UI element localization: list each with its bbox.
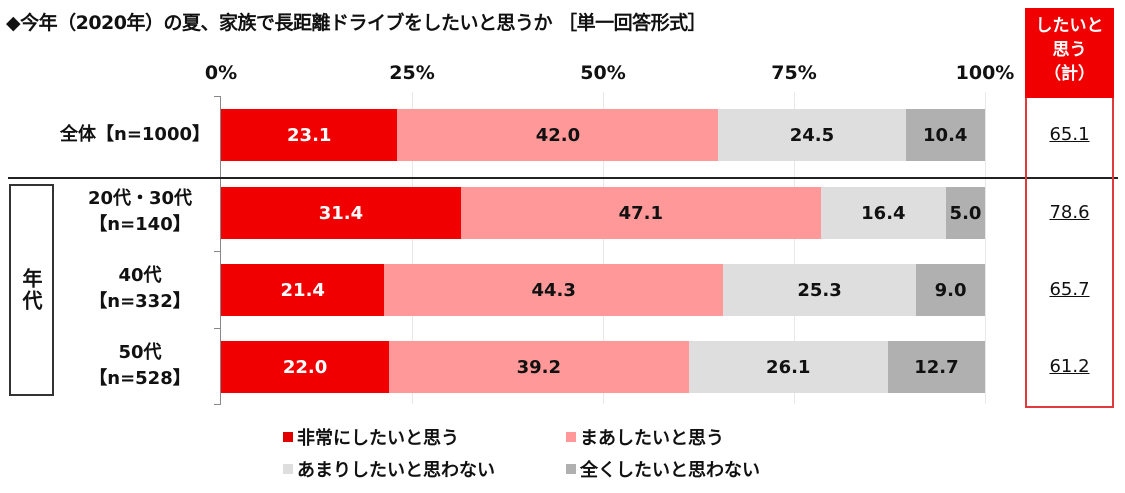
legend-item-very: 非常にしたいと思う: [283, 424, 459, 450]
total-header-line3: （計）: [1044, 64, 1095, 84]
total-value-40s: 65.7: [1049, 279, 1090, 300]
bar-segment-very: 23.1: [221, 109, 398, 161]
y-axis-tick: [214, 328, 221, 329]
row-label-20s30s: 20代・30代 【n=140】: [70, 186, 210, 238]
x-tick-25: 25%: [389, 62, 435, 84]
bar-segment-very: 21.4: [221, 264, 385, 316]
y-axis-line: [220, 96, 221, 404]
total-value-all: 65.1: [1049, 124, 1090, 145]
bar-segment-not-much: 24.5: [718, 109, 906, 161]
y-axis-tick: [214, 251, 221, 252]
legend-item-not-much: あまりしたいと思わない: [283, 456, 495, 482]
bar-segment-not-at-all: 9.0: [916, 264, 985, 316]
bar-row-total: 23.1 42.0 24.5 10.4: [221, 109, 985, 161]
bar-row-20s30s: 31.4 47.1 16.4 5.0: [221, 187, 985, 239]
legend-label: あまりしたいと思わない: [297, 460, 495, 481]
bar-segment-very: 31.4: [221, 187, 461, 239]
chart-title: ◆今年（2020年）の夏、家族で長距離ドライブをしたいと思うか ［単一回答形式］: [6, 12, 707, 34]
bar-segment-somewhat: 47.1: [460, 187, 821, 239]
x-tick-0: 0%: [204, 62, 238, 84]
row-label-line2: 【n=140】: [89, 214, 191, 235]
bar-segment-somewhat: 42.0: [397, 109, 719, 161]
gridline-75: [794, 92, 795, 404]
legend-swatch-icon: [566, 464, 576, 474]
bar-segment-not-at-all: 12.7: [887, 341, 985, 393]
legend-label: 全くしたいと思わない: [580, 460, 760, 481]
row-label-line2: 【n=332】: [89, 291, 191, 312]
bar-segment-not-much: 16.4: [820, 187, 947, 239]
legend-swatch-icon: [283, 464, 293, 474]
row-label-50s: 50代 【n=528】: [70, 340, 210, 392]
legend-item-not-at-all: 全くしたいと思わない: [566, 456, 760, 482]
bar-segment-somewhat: 44.3: [384, 264, 723, 316]
bar-segment-not-at-all: 10.4: [905, 109, 985, 161]
legend-label: 非常にしたいと思う: [297, 428, 459, 449]
gridline-50: [603, 92, 604, 404]
group-label-age: 年代: [9, 184, 54, 396]
total-value-20s30s: 78.6: [1049, 202, 1090, 223]
bar-segment-not-much: 26.1: [688, 341, 888, 393]
y-axis-tick: [214, 404, 221, 405]
bar-segment-not-much: 25.3: [722, 264, 917, 316]
group-label-text: 年代: [19, 268, 43, 312]
bar-segment-somewhat: 39.2: [389, 341, 689, 393]
row-label-total: 全体【n=1000】: [60, 124, 210, 145]
row-label-line1: 20代・30代: [87, 188, 193, 209]
x-tick-50: 50%: [580, 62, 626, 84]
row-label-line2: 【n=528】: [89, 368, 191, 389]
bar-segment-very: 22.0: [221, 341, 390, 393]
row-label-40s: 40代 【n=332】: [70, 263, 210, 315]
row-label-line1: 50代: [118, 342, 162, 363]
bar-row-50s: 22.0 39.2 26.1 12.7: [221, 341, 985, 393]
x-tick-75: 75%: [771, 62, 817, 84]
row-label-line1: 40代: [118, 265, 162, 286]
total-column-header: したいと 思う （計）: [1025, 8, 1114, 98]
x-tick-100: 100%: [955, 62, 1015, 84]
total-header-line1: したいと: [1035, 16, 1104, 36]
total-value-50s: 61.2: [1049, 356, 1090, 377]
legend-swatch-icon: [566, 432, 576, 442]
bar-segment-not-at-all: 5.0: [946, 187, 985, 239]
legend-swatch-icon: [283, 432, 293, 442]
y-axis-tick: [214, 96, 221, 97]
section-divider: [8, 177, 1118, 179]
total-header-line2: 思う: [1052, 40, 1087, 60]
bar-row-40s: 21.4 44.3 25.3 9.0: [221, 264, 985, 316]
gridline-100: [985, 92, 986, 404]
legend-item-somewhat: まあしたいと思う: [566, 424, 724, 450]
legend-label: まあしたいと思う: [580, 428, 724, 449]
gridline-25: [412, 92, 413, 404]
